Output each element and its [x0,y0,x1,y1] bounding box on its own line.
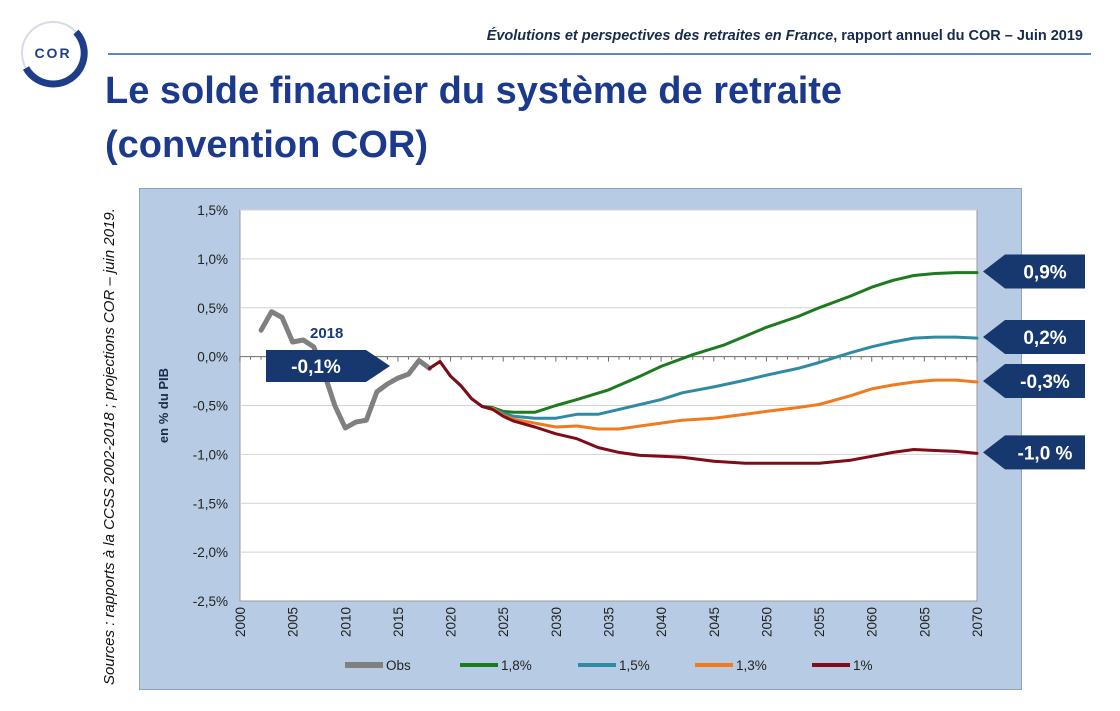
series-lines [258,271,979,465]
gridlines [240,209,977,553]
report-header: Évolutions et perspectives des retraites… [300,28,1083,44]
callout-label: -1,0 % [1018,443,1073,464]
legend-label: 1,5% [619,658,650,673]
slide-title: Le solde financier du système de retrait… [105,64,1005,172]
x-tick-label: 2025 [496,607,511,637]
x-tick-label: 2010 [338,607,353,637]
x-tick-label: 2065 [917,607,932,637]
series-line [428,360,979,465]
legend: Obs 1,8% 1,5% 1,3% 1% [345,658,873,673]
chart-panel: -2,5% -2,0% -1,5% -1,0% -0,5% 0,0% 0,5% 1,0% 1,5… [139,188,1022,690]
legend-label: 1% [853,658,873,673]
y-axis-ticks: -2,5% -2,0% -1,5% -1,0% -0,5% 0,0% 0,5% 1,0% 1,5… [193,203,228,609]
y-tick-label: 1,5% [197,203,228,218]
x-tick-label: 2000 [233,607,248,637]
x-tick-label: 2050 [759,607,774,637]
x-tick-label: 2005 [286,607,301,637]
annotation-2018: 2018 -0,1% [266,325,390,382]
x-axis-ticks: 2000 2005 2010 2015 2020 2025 2030 2035 2040 2045… [233,607,985,637]
y-tick-label: -1,0% [193,447,228,462]
y-axis-label: en % du PIB [156,368,171,443]
annotation-value: -0,1% [291,357,341,378]
x-tick-label: 2040 [654,607,669,637]
cor-logo-icon: COR [18,18,88,88]
report-title: Évolutions et perspectives des retraites… [486,28,834,44]
x-tick-label: 2020 [444,607,459,637]
y-tick-label: -2,5% [193,594,228,609]
report-subtitle: , rapport annuel du COR – Juin 2019 [833,28,1083,44]
legend-label: Obs [386,658,411,673]
y-tick-label: 0,0% [197,350,228,365]
x-tick-label: 2060 [865,607,880,637]
callout-label: 0,9% [1023,263,1066,284]
y-tick-label: 1,0% [197,252,228,267]
header-divider [108,53,1091,55]
x-tick-label: 2070 [970,607,985,637]
x-tick-label: 2045 [707,607,722,637]
slide-title-line1: Le solde financier du système de retrait… [105,70,843,112]
legend-label: 1,8% [501,658,532,673]
legend-label: 1,3% [736,658,767,673]
annotation-arrow-box [266,350,390,382]
y-tick-label: -1,5% [193,496,228,511]
series-line [491,335,979,420]
series-line [258,309,432,431]
y-tick-label: -0,5% [193,399,228,414]
line-chart: -2,5% -2,0% -1,5% -1,0% -0,5% 0,0% 0,5% 1,0% 1,5… [156,203,985,673]
sources-note: Sources : rapports à la CCSS 2002-2018 ;… [80,200,140,690]
x-tick-label: 2055 [812,607,827,637]
y-tick-label: 0,5% [197,301,228,316]
callout-label: 0,2% [1023,328,1066,349]
x-tick-label: 2035 [602,607,617,637]
sources-text: Sources : rapports à la CCSS 2002-2018 ;… [101,208,118,685]
annotation-year: 2018 [310,325,343,342]
y-tick-label: -2,0% [193,545,228,560]
callout-label: -0,3% [1020,372,1070,393]
slide-title-line2: (convention COR) [105,124,428,166]
x-tick-label: 2015 [391,607,406,637]
x-tick-label: 2030 [549,607,564,637]
series-line [491,378,979,431]
logo-text: COR [34,45,71,61]
